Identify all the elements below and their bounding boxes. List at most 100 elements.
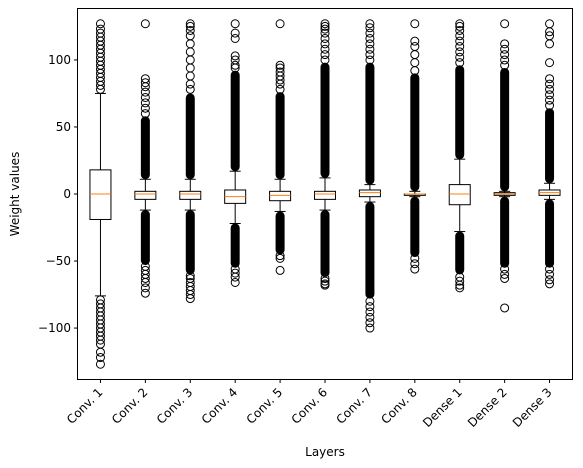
flier-band-high xyxy=(230,70,240,172)
flier-point xyxy=(140,87,150,97)
flier-point xyxy=(230,277,240,287)
flier-point xyxy=(455,52,465,62)
flier-point xyxy=(185,290,195,300)
plot-area xyxy=(89,19,561,369)
flier-band-low xyxy=(410,196,420,258)
box-group xyxy=(89,19,112,369)
flier-point xyxy=(500,269,510,279)
flier-point xyxy=(230,55,240,65)
box-group xyxy=(448,19,471,293)
flier-point xyxy=(365,307,375,317)
flier-point xyxy=(365,312,375,322)
flier-point xyxy=(320,28,330,38)
box-group xyxy=(179,19,202,304)
flier-point xyxy=(455,25,465,35)
flier-point xyxy=(545,264,555,274)
flier-band-low xyxy=(500,196,510,268)
y-tick-label: 0 xyxy=(63,187,71,201)
flier-band-high xyxy=(455,65,465,160)
flier-band-low xyxy=(545,199,555,268)
flier-point xyxy=(545,90,555,100)
flier-point xyxy=(230,272,240,282)
flier-point xyxy=(500,264,510,274)
flier-point xyxy=(410,253,420,263)
flier-band-high xyxy=(320,62,330,178)
flier-band-low xyxy=(275,211,285,255)
flier-point xyxy=(230,51,240,61)
flier-band-high xyxy=(500,67,510,192)
flier-point xyxy=(455,58,465,68)
flier-point xyxy=(320,280,330,290)
flier-point xyxy=(410,19,420,29)
flier-point xyxy=(230,33,240,43)
flier-band-low xyxy=(365,202,375,299)
flier-point xyxy=(95,24,105,34)
flier-point xyxy=(95,28,105,38)
flier-point xyxy=(455,283,465,293)
flier-point xyxy=(455,280,465,290)
flier-point xyxy=(365,39,375,49)
box-iqr xyxy=(89,169,112,220)
flier-point xyxy=(365,19,375,29)
flier-point xyxy=(275,67,285,77)
flier-point xyxy=(365,302,375,312)
flier-point xyxy=(185,25,195,35)
flier-point xyxy=(140,92,150,102)
flier-point xyxy=(320,50,330,60)
flier-band-high xyxy=(140,116,150,180)
flier-point xyxy=(275,253,285,263)
flier-point xyxy=(365,50,375,60)
flier-point xyxy=(140,277,150,287)
flier-point xyxy=(500,55,510,65)
flier-point xyxy=(275,265,285,275)
box-iqr xyxy=(179,190,202,200)
flier-point xyxy=(140,98,150,108)
flier-band-high xyxy=(365,62,375,185)
box-iqr xyxy=(269,190,292,202)
flier-point xyxy=(545,101,555,111)
flier-point xyxy=(500,19,510,29)
flier-point xyxy=(500,60,510,70)
flier-point xyxy=(365,318,375,328)
flier-point xyxy=(140,103,150,113)
flier-point xyxy=(410,264,420,274)
flier-point xyxy=(230,28,240,38)
flier-point xyxy=(365,296,375,306)
flier-point xyxy=(455,36,465,46)
flier-point xyxy=(500,273,510,283)
flier-band-high xyxy=(545,108,555,184)
flier-point xyxy=(545,79,555,89)
flier-point xyxy=(320,24,330,34)
flier-point xyxy=(275,84,285,94)
flier-point xyxy=(185,19,195,29)
flier-point xyxy=(455,276,465,286)
box-group xyxy=(403,19,426,274)
flier-band-low xyxy=(230,223,240,268)
y-tick-label: −100 xyxy=(38,321,71,335)
flier-point xyxy=(545,58,555,68)
flier-point xyxy=(365,323,375,333)
flier-point xyxy=(140,78,150,88)
flier-point xyxy=(275,60,285,70)
box-iqr xyxy=(358,189,381,198)
flier-point xyxy=(455,42,465,52)
flier-point xyxy=(455,31,465,41)
y-tick-label: −50 xyxy=(46,254,71,268)
flier-point xyxy=(365,23,375,33)
flier-point xyxy=(275,63,285,73)
flier-point xyxy=(455,21,465,31)
flier-point xyxy=(185,31,195,41)
x-axis-label: Layers xyxy=(305,445,345,459)
flier-point xyxy=(320,21,330,31)
flier-point xyxy=(140,74,150,84)
flier-point xyxy=(545,95,555,105)
flier-point xyxy=(545,275,555,285)
flier-point xyxy=(500,44,510,54)
flier-point xyxy=(410,36,420,46)
flier-point xyxy=(140,288,150,298)
flier-point xyxy=(545,84,555,94)
box-group xyxy=(493,19,516,313)
flier-point xyxy=(545,31,555,41)
flier-point xyxy=(455,19,465,29)
